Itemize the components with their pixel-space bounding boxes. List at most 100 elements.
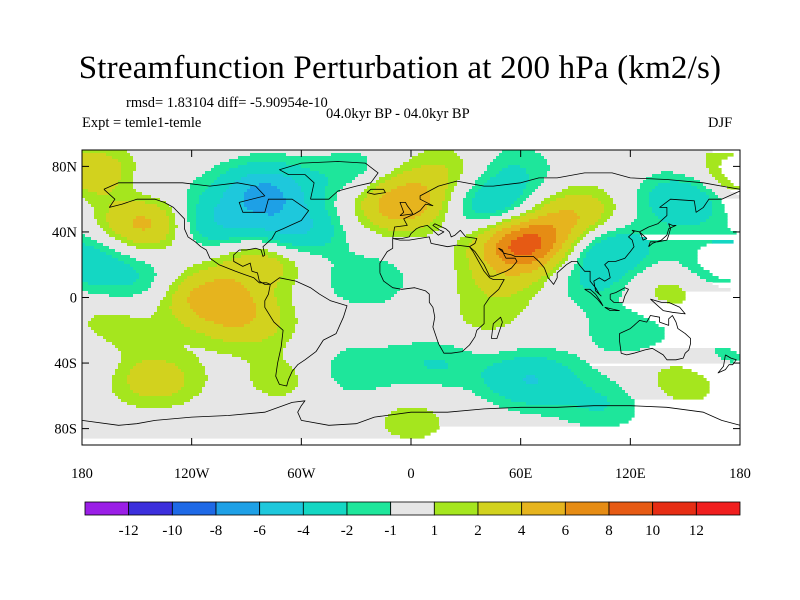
colorbar-swatch [695,501,741,516]
field-cell [151,219,170,223]
field-cell [658,372,698,376]
field-cell [421,165,446,169]
field-cell [460,303,530,307]
field-cell [388,345,455,349]
field-cell [343,225,365,229]
field-cell [550,276,569,280]
field-cell [97,333,206,337]
field-cell [187,198,200,202]
field-cell [451,198,464,202]
field-cell [85,234,110,238]
field-cell [334,288,401,292]
field-cell [250,291,275,295]
field-cell [637,198,650,202]
field-cell [529,225,554,229]
field-cell [556,264,563,268]
field-cell [400,435,425,439]
field-cell [505,234,524,238]
field-cell [130,384,185,388]
field-cell [535,189,563,193]
field-cell [190,222,197,226]
field-cell [454,186,473,190]
field-cell [313,219,332,223]
field-cell [82,261,125,265]
field-cell [175,279,185,283]
field-cell [82,249,101,253]
field-cell [568,255,581,259]
field-cell [217,222,314,226]
field-cell [295,369,332,373]
field-cell [82,186,116,190]
field-cell [655,213,713,217]
field-cell [544,198,557,202]
field-cell [577,261,584,265]
field-cell [325,186,344,190]
field-cell [469,261,488,265]
field-cell [568,294,623,298]
field-cell [550,258,563,262]
field-cell [652,264,683,268]
field-cell [172,309,194,313]
field-cell [388,228,416,232]
coastline [604,306,620,311]
field-cell [562,189,605,193]
field-cell [598,225,626,229]
field-cell [550,249,560,253]
field-cell [568,366,593,370]
field-cell [136,168,212,172]
field-cell [298,273,332,277]
field-cell [274,213,311,217]
field-cell [571,228,587,232]
field-cell [520,216,539,220]
field-cell [88,201,113,205]
field-cell [196,222,218,226]
field-cell [556,192,608,196]
field-cell [82,348,119,352]
field-cell [553,255,566,259]
field-cell [337,294,395,298]
field-cell [496,225,512,229]
field-cell [448,363,494,367]
colorbar-label: 1 [431,523,439,539]
field-cell [271,183,299,187]
field-cell [475,282,533,286]
field-cell [160,303,173,307]
field-cell [253,384,299,388]
field-cell [190,231,200,235]
field-cell [646,177,695,181]
field-cell [169,285,179,289]
field-cell [91,237,116,241]
field-cell [151,225,170,229]
field-cell [490,387,593,391]
field-cell [472,204,512,208]
field-cell [562,258,569,262]
field-cell [400,270,458,274]
field-cell [577,303,623,307]
field-cell [490,228,503,232]
field-cell [355,177,380,181]
colorbar-swatch [521,501,566,516]
colorbar-swatch [608,501,654,516]
field-cell [205,189,227,193]
field-cell [379,198,431,202]
field-cell [601,213,614,217]
field-cell [715,177,728,181]
field-cell [496,231,512,235]
field-cell [634,219,662,223]
field-cell [247,162,287,166]
field-cell [133,225,152,229]
field-cell [499,405,578,409]
field-cell [529,174,548,178]
field-cell [241,282,278,286]
field-cell [598,345,650,349]
field-cell [82,195,152,199]
field-cell [463,165,488,169]
field-cell [298,378,335,382]
field-cell [580,306,626,310]
field-cell [445,165,464,169]
field-cell [541,246,554,250]
field-cell [274,294,293,298]
field-cell [358,195,368,199]
coastline [392,172,741,239]
field-cell [334,234,347,238]
